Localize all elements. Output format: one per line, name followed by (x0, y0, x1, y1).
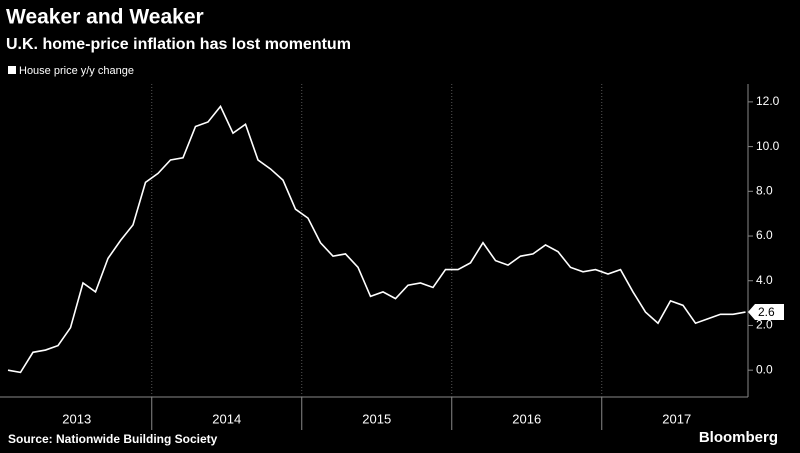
x-tick-label: 2017 (662, 411, 691, 426)
source: Source: Nationwide Building Society (8, 432, 218, 446)
y-tick-label: 2.0 (756, 318, 773, 332)
y-tick-label: 10.0 (756, 139, 780, 153)
y-tick-label: 6.0 (756, 228, 773, 242)
legend-label: House price y/y change (19, 65, 134, 77)
y-tick-label: 0.0 (756, 362, 773, 376)
brand: Bloomberg (699, 429, 778, 446)
x-tick-label: 2015 (362, 411, 391, 426)
last-value-label: 2.6 (758, 305, 775, 319)
line (7, 104, 746, 374)
x-tick-label: 2013 (62, 411, 91, 426)
y-tick-label: 8.0 (756, 183, 773, 197)
y-tick-label: 12.0 (756, 94, 780, 108)
legend-swatch (8, 66, 16, 74)
x-tick-label: 2014 (212, 411, 241, 426)
y-tick-label: 4.0 (756, 273, 773, 287)
last-value-box (748, 304, 784, 321)
chart-subtitle: U.K. home-price inflation has lost momen… (6, 36, 351, 53)
x-tick-label: 2016 (512, 411, 541, 426)
chart-title: Weaker and Weaker (6, 6, 204, 29)
